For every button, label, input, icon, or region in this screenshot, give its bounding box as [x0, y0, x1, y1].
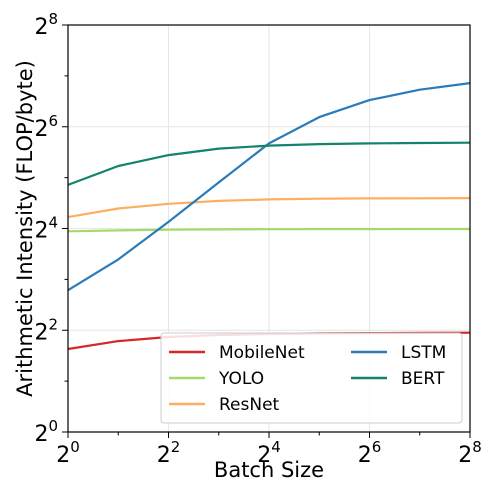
y-tick-label: 28	[34, 10, 58, 40]
legend-box	[160, 332, 463, 424]
y-tick-label: 22	[34, 315, 58, 345]
x-tick-label: 26	[358, 438, 382, 468]
x-tick-label: 28	[458, 438, 482, 468]
legend: MobileNet YOLO ResNet LSTM BERT	[160, 332, 463, 424]
legend-label-bert: BERT	[401, 369, 445, 389]
series-line-lstm	[67, 82, 471, 292]
legend-label-yolo: YOLO	[218, 369, 264, 389]
series-lines	[67, 82, 471, 351]
x-tick-label: 20	[56, 438, 80, 468]
legend-label-resnet: ResNet	[219, 395, 280, 415]
x-axis-label: Batch Size	[214, 458, 324, 482]
legend-label-mobilenet: MobileNet	[219, 343, 305, 363]
series-line-yolo	[67, 227, 470, 233]
y-tick-label: 24	[34, 214, 58, 244]
x-tick-label: 22	[157, 438, 181, 468]
y-tick-label: 26	[34, 112, 58, 142]
legend-label-lstm: LSTM	[401, 343, 446, 363]
y-tick-label: 20	[34, 417, 58, 447]
y-axis-label: Arithmetic Intensity (FLOP/byte)	[13, 60, 37, 397]
axis-ticks: 20 22 24 26 28 20 22 24 26 28	[34, 10, 481, 468]
series-line-resnet	[67, 197, 471, 219]
x-tick-label: 24	[257, 438, 281, 468]
series-line-bert	[67, 141, 471, 186]
